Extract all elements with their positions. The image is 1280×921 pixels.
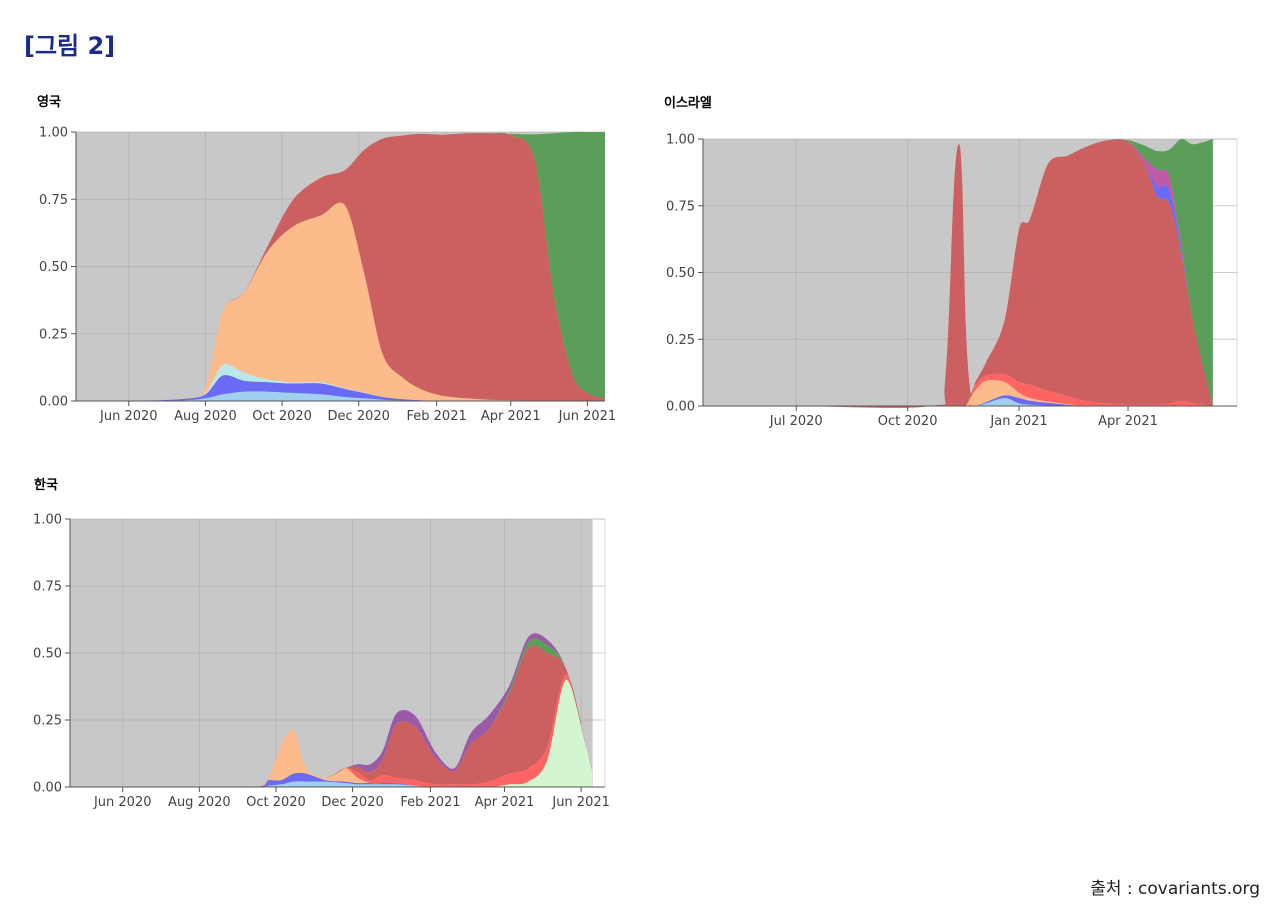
uk-ytick-label: 0.50 <box>39 260 68 275</box>
israel-chart-title: 이스라엘 <box>664 96 712 111</box>
israel-xtick-label: Oct 2020 <box>878 414 938 429</box>
korea-xtick-label: Apr 2021 <box>475 795 535 810</box>
uk-xtick-label: Dec 2020 <box>328 409 390 424</box>
uk-xtick-label: Jun 2020 <box>99 409 158 424</box>
israel-ytick-label: 1.00 <box>666 133 695 148</box>
israel-ytick-label: 0.50 <box>666 266 695 281</box>
korea-xtick-label: Aug 2020 <box>168 795 231 810</box>
source-credit: 출처 : covariants.org <box>1090 879 1260 899</box>
korea-series-lightblue-0 <box>70 781 593 788</box>
uk-series-alpha-4 <box>76 132 605 402</box>
uk-xtick-label: Oct 2020 <box>252 409 312 424</box>
israel-series-delta-7 <box>703 138 1213 408</box>
korea-chart-title: 한국 <box>34 478 58 493</box>
korea-xtick-label: Jun 2021 <box>551 795 610 810</box>
korea-ytick-label: 0.25 <box>33 714 62 729</box>
uk-ytick-label: 0.00 <box>39 395 68 410</box>
korea-ytick-label: 0.50 <box>33 647 62 662</box>
israel-xtick-label: Jan 2021 <box>989 414 1047 429</box>
uk-xtick-label: Apr 2021 <box>481 409 541 424</box>
israel-series-alpha-4 <box>703 139 1213 408</box>
uk-ytick-label: 0.25 <box>39 327 68 342</box>
uk-series-delta-5 <box>76 131 605 402</box>
uk-xtick-label: Aug 2020 <box>174 409 237 424</box>
israel-ytick-label: 0.25 <box>666 333 695 348</box>
korea-ytick-label: 0.00 <box>33 781 62 796</box>
israel-xtick-label: Jul 2020 <box>769 414 823 429</box>
figure-title: [그림 2] <box>24 32 116 60</box>
uk-ytick-label: 1.00 <box>39 126 68 141</box>
israel-xtick-label: Apr 2021 <box>1098 414 1158 429</box>
korea-xtick-label: Feb 2021 <box>400 795 460 810</box>
uk-series-lightblue-0 <box>76 391 605 402</box>
korea-xtick-label: Oct 2020 <box>246 795 306 810</box>
israel-ytick-label: 0.00 <box>666 400 695 415</box>
uk-ytick-label: 0.75 <box>39 193 68 208</box>
uk-chart-title: 영국 <box>37 95 61 110</box>
korea-series-alpha-6 <box>70 645 593 788</box>
korea-ytick-label: 0.75 <box>33 580 62 595</box>
israel-ytick-label: 0.75 <box>666 199 695 214</box>
korea-series-lightgreen-4 <box>70 679 593 788</box>
uk-series-blue-1 <box>76 374 605 402</box>
uk-series-eu1-3 <box>76 202 605 402</box>
uk-series-cyan-2 <box>76 364 605 402</box>
uk-xtick-label: Jun 2021 <box>558 409 617 424</box>
korea-xtick-label: Dec 2020 <box>321 795 383 810</box>
uk-xtick-label: Feb 2021 <box>407 409 467 424</box>
korea-xtick-label: Jun 2020 <box>93 795 152 810</box>
korea-ytick-label: 1.00 <box>33 513 62 528</box>
